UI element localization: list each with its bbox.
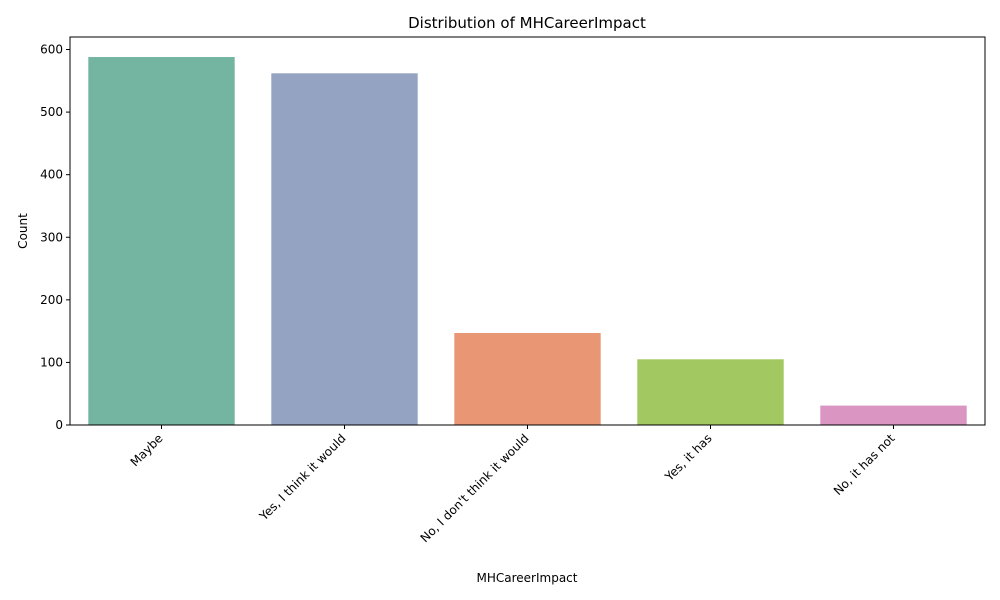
y-axis-label: Count — [16, 213, 30, 249]
y-tick-label: 500 — [40, 105, 63, 119]
y-tick-label: 300 — [40, 230, 63, 244]
x-tick-label: Yes, it has — [662, 431, 715, 484]
x-tick-label: Maybe — [128, 431, 166, 469]
x-tick-label: No, I don't think it would — [418, 431, 532, 545]
bar-4 — [820, 405, 967, 425]
x-tick-label: No, it has not — [831, 431, 898, 498]
y-tick-label: 600 — [40, 43, 63, 57]
bar-2 — [454, 333, 601, 425]
y-axis: 0 100 200 300 400 500 600 — [40, 43, 70, 432]
bars-group — [88, 57, 967, 425]
x-tick-label: Yes, I think it would — [256, 431, 349, 524]
chart-title: Distribution of MHCareerImpact — [408, 14, 646, 32]
bar-1 — [271, 73, 418, 425]
x-axis: Maybe Yes, I think it would No, I don't th… — [128, 425, 898, 545]
y-tick-label: 100 — [40, 355, 63, 369]
y-tick-label: 400 — [40, 168, 63, 182]
plot-frame — [69, 36, 986, 426]
y-tick-label: 0 — [55, 418, 63, 432]
y-tick-label: 200 — [40, 293, 63, 307]
bar-0 — [88, 57, 235, 425]
x-axis-label: MHCareerImpact — [477, 571, 578, 585]
bar-3 — [637, 359, 784, 425]
